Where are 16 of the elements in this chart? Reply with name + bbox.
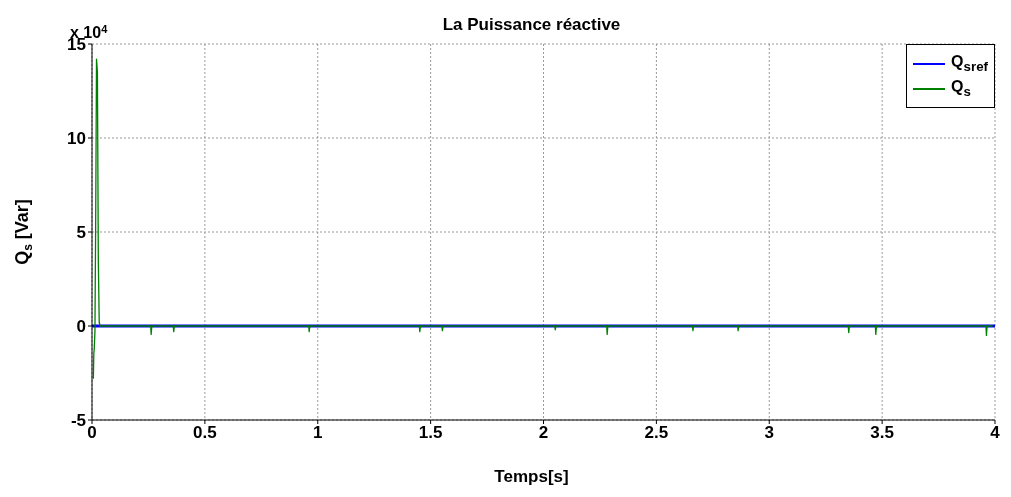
x-axis-title: Temps[s] xyxy=(494,467,569,486)
x-tick-label: 1.5 xyxy=(418,423,443,443)
x-tick-label: 1 xyxy=(313,423,323,443)
x-tick-label: 2 xyxy=(538,423,549,443)
y-tick-label: 10 xyxy=(67,129,86,149)
x-tick-label: 2.5 xyxy=(644,423,669,443)
x-tick-label: 3.5 xyxy=(870,423,894,443)
legend-label: Q$_{s}$ xyxy=(951,78,971,100)
chart-title: La Puissance réactive xyxy=(442,15,621,34)
legend-label: Q$_{sref}$ xyxy=(951,53,988,75)
x-tick-label: 3 xyxy=(764,423,774,443)
y-tick-label: 0 xyxy=(76,317,86,337)
y-tick-label: 5 xyxy=(76,223,86,243)
x-tick-label: 0.5 xyxy=(193,423,217,443)
y-tick-label: -5 xyxy=(70,411,86,431)
x-tick-label: 4 xyxy=(990,423,1001,443)
